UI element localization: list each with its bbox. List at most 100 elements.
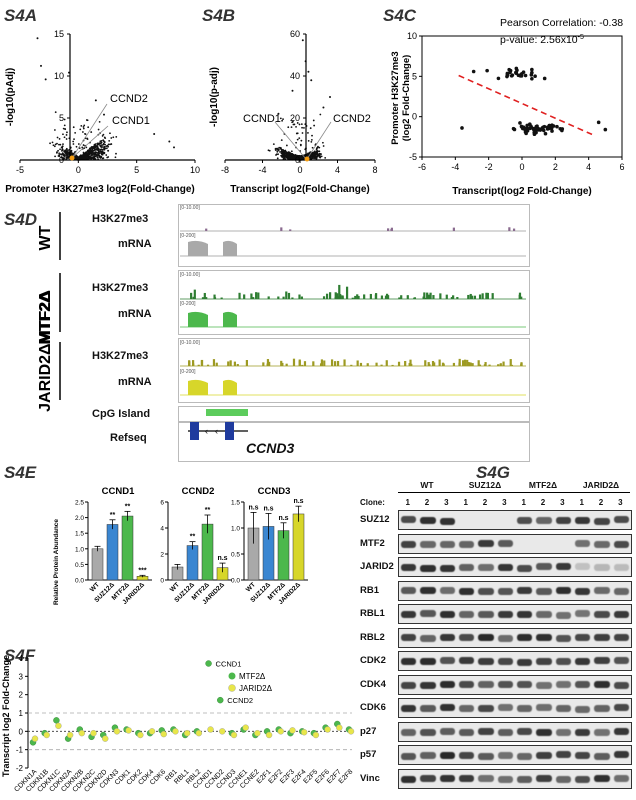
s4f-point-jarid2	[254, 729, 261, 737]
s4g-band	[575, 705, 591, 713]
s4b-point	[310, 79, 313, 82]
s4e-sig-label: n.s	[293, 498, 303, 505]
s4d-mtf2-h3k27-peak	[369, 293, 372, 299]
s4g-band	[459, 563, 475, 571]
s4g-band	[420, 728, 436, 736]
s4f-ytick-label: 2	[19, 691, 24, 700]
s4g-band	[594, 752, 610, 760]
s4g-band	[459, 610, 475, 618]
s4g-band	[439, 611, 455, 619]
s4g-band	[401, 634, 417, 642]
s4e-ytick-label: 1.0	[231, 526, 240, 533]
s4d-mtf2-h3k27-peak	[384, 295, 388, 299]
s4e-subplot-title: CCND1	[102, 486, 135, 497]
s4d-jarid2-h3k27-peak	[343, 359, 346, 366]
s4d-jarid2-h3k27-peak	[236, 364, 239, 366]
s4g-band	[478, 564, 494, 572]
s4a-point	[64, 128, 67, 130]
s4d-jarid2-h3k27-peak	[497, 364, 500, 366]
s4b-ytick-label: 40	[290, 71, 300, 81]
s4b-point	[282, 155, 285, 158]
s4a-point	[63, 136, 66, 139]
s4g-clone-label: Clone:	[360, 498, 385, 507]
s4a-point	[84, 156, 87, 159]
s4a-point	[55, 151, 58, 154]
s4b-point	[301, 39, 304, 42]
s4d-jarid2-h3k27-peak	[441, 362, 445, 366]
s4c-ytick-label: 0	[412, 112, 417, 122]
s4d-wt-h3k27-peak	[205, 228, 208, 231]
s4d-mtf2-h3k27-peak	[518, 292, 522, 299]
s4a-point	[57, 149, 59, 152]
s4d-jarid2-h3k27-peak	[227, 361, 230, 366]
s4g-band	[401, 541, 417, 549]
s4a-point	[107, 143, 110, 146]
s4d-mtf2-h3k27-peak	[213, 297, 217, 299]
s4d-wt-h3k27-peak	[512, 228, 516, 231]
s4a-point	[115, 152, 117, 155]
s4d-mtf2-h3k27-peak	[357, 295, 360, 299]
s4c-point	[518, 74, 523, 78]
s4d-group-wt: WT	[37, 225, 54, 250]
s4g-protein-label: CDK4	[360, 678, 386, 690]
s4a-point	[90, 154, 92, 157]
s4g-blot-strip	[398, 651, 632, 671]
s4b-point	[283, 153, 286, 156]
s4a-point	[67, 157, 69, 160]
s4d-mtf2-h3k27-peak	[255, 292, 258, 299]
s4c-ytick-label: -5	[409, 152, 417, 162]
s4a-point	[82, 125, 85, 128]
s4g-band	[575, 776, 591, 784]
s4b-point	[298, 137, 301, 140]
s4g-band	[517, 728, 533, 736]
s4a-point	[107, 149, 110, 152]
s4a-point	[40, 64, 42, 67]
s4e-sig-label: n.s	[248, 504, 258, 511]
s4g-group-header: WT	[398, 480, 456, 493]
s4a-point	[81, 156, 84, 159]
s4d-jarid2-h3k27-scale: [0-10.00]	[180, 340, 200, 346]
s4b-xtick-label: 8	[372, 165, 377, 175]
s4a-point	[104, 147, 107, 150]
s4f-point-jarid2	[148, 728, 156, 735]
s4a-point	[63, 124, 66, 127]
s4a-point	[84, 132, 86, 135]
s4g-band	[556, 541, 571, 548]
s4b-highlight-point	[304, 156, 310, 162]
s4f-ytick-label: -2	[16, 764, 24, 773]
s4g-band	[459, 752, 475, 760]
s4a-point	[104, 143, 106, 146]
s4g-band	[536, 774, 552, 782]
s4b-point	[312, 153, 315, 156]
s4g-band	[613, 704, 629, 712]
s4d-jarid2-h3k27-peak	[391, 364, 394, 366]
panel-label-s4a: S4A	[4, 6, 38, 25]
s4g-band	[478, 681, 494, 689]
s4g-band	[613, 657, 629, 665]
s4b-point	[324, 156, 327, 159]
s4f-point-jarid2	[31, 735, 39, 742]
s4g-band	[420, 517, 436, 525]
s4d-jarid2-h3k27-peak	[409, 359, 412, 366]
s4d-jarid2-h3k27-peak	[262, 362, 265, 366]
s4a-point	[74, 155, 77, 158]
s4a-annot-line-ccnd2	[71, 103, 108, 159]
s4b-point	[307, 139, 310, 142]
s4a-point	[53, 145, 56, 148]
s4g-band	[575, 681, 591, 689]
s4c-xtick-label: -2	[485, 162, 493, 172]
s4c-point	[505, 71, 510, 76]
s4b-point	[291, 155, 294, 158]
s4d-wt-h3k27-peak	[508, 227, 511, 231]
s4g-band	[497, 611, 513, 619]
s4f-point-jarid2	[172, 728, 179, 735]
s4a-point	[93, 146, 95, 149]
s4c-xtick-label: 4	[586, 162, 591, 172]
s4b-point	[311, 157, 314, 160]
s4g-band	[555, 704, 571, 712]
s4g-band	[517, 752, 533, 760]
s4f-ytick-label: 1	[19, 709, 24, 718]
s4a-point	[80, 124, 83, 127]
s4d-mtf2-h3k27-peak	[300, 296, 304, 299]
s4d-jarid2-h3k27-peak	[292, 358, 296, 366]
